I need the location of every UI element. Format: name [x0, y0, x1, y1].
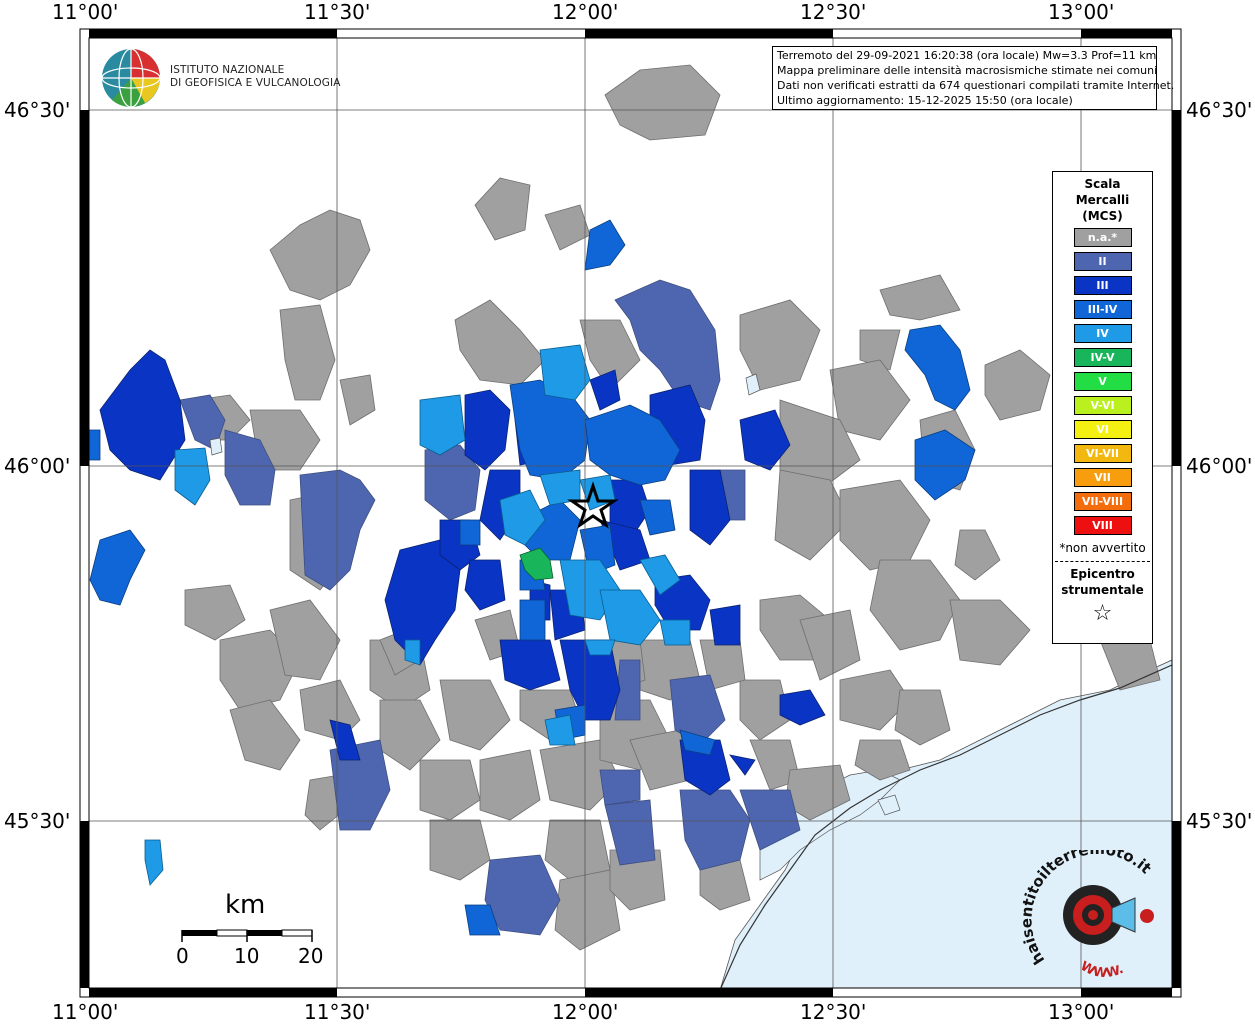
- lake: [745, 373, 761, 396]
- coord-left-1: 46°30': [4, 98, 71, 122]
- legend-item: VIII: [1073, 516, 1132, 535]
- legend-item: IV: [1073, 324, 1132, 343]
- svg-text:WWW.: WWW.: [1078, 959, 1126, 982]
- legend-star-icon: ☆: [1092, 601, 1113, 626]
- coastline: [720, 664, 1172, 988]
- coord-bottom-4: 12°30': [800, 1000, 867, 1024]
- coord-bottom-2: 11°30': [304, 1000, 371, 1024]
- frame-outline: [79, 28, 1182, 998]
- epicenter-star: [567, 481, 619, 529]
- svg-text:haisentitoilterremoto.it: haisentitoilterremoto.it: [1020, 850, 1155, 968]
- legend-item: VII: [1073, 468, 1132, 487]
- coord-left-2: 46°00': [4, 454, 71, 478]
- frame-ticks: [80, 29, 1181, 997]
- legend-item: VII-VIII: [1073, 492, 1132, 511]
- intensity-iv-municipalities: [144, 344, 691, 886]
- legend-item: III: [1073, 276, 1132, 295]
- ingv-line-1: ISTITUTO NAZIONALE: [170, 64, 285, 76]
- lake: [877, 794, 901, 816]
- ingv-line-2: DI GEOFISICA E VULCANOLOGIA: [170, 77, 341, 89]
- scale-label-0: 0: [176, 944, 189, 968]
- coord-left-3: 45°30': [4, 809, 71, 833]
- coord-top-3: 12°00': [552, 0, 619, 24]
- event-info-line-1: Terremoto del 29-09-2021 16:20:38 (ora l…: [777, 49, 1157, 62]
- brand-www-text: WWW.: [1078, 959, 1126, 982]
- coord-top-2: 11°30': [304, 0, 371, 24]
- ingv-logo-icon: [101, 48, 161, 108]
- coord-bottom-3: 12°00': [552, 1000, 619, 1024]
- legend-item: VI: [1073, 420, 1132, 439]
- legend-items: n.a.* II III III-IV IV IV-V V V-VI VI VI-VII VII VI…: [1053, 228, 1152, 535]
- legend-title-line-1: Scala: [1084, 177, 1121, 191]
- lake: [209, 437, 223, 456]
- legend-epicenter-line-1: Epicentro: [1070, 567, 1135, 581]
- coord-top-1: 11°00': [52, 0, 119, 24]
- brand-text: haisentitoilterremoto.it WWW.: [1020, 850, 1155, 982]
- intensity-iv-v-municipality: [519, 547, 554, 581]
- legend-item: V-VI: [1073, 396, 1132, 415]
- coord-right-3: 45°30': [1186, 809, 1253, 833]
- event-info-line-3: Dati non verificati estratti da 674 ques…: [777, 79, 1175, 92]
- intensity-ii-municipalities: [179, 279, 801, 936]
- legend-note: *non avvertito: [1059, 541, 1146, 555]
- scale-bar: [181, 929, 313, 942]
- legend-title-line-3: (MCS): [1082, 209, 1123, 223]
- legend-epicenter-line-2: strumentale: [1061, 583, 1144, 597]
- legend-divider: [1055, 561, 1150, 562]
- coord-right-2: 46°00': [1186, 454, 1253, 478]
- intensity-legend: Scala Mercalli (MCS) n.a.* II III III-IV IV I…: [1052, 171, 1153, 644]
- event-info-box: Terremoto del 29-09-2021 16:20:38 (ora l…: [772, 46, 1175, 110]
- coord-bottom-5: 13°00': [1048, 1000, 1115, 1024]
- event-info-line-4: Ultimo aggiornamento: 15-12-2025 15:50 (…: [777, 94, 1073, 107]
- legend-item: VI-VII: [1073, 444, 1132, 463]
- scale-label-20: 20: [298, 944, 324, 968]
- graticule: [89, 38, 1172, 988]
- scale-label-10: 10: [234, 944, 260, 968]
- coord-top-4: 12°30': [800, 0, 867, 24]
- hai-sentito-logo-icon: [1063, 885, 1154, 945]
- legend-item: n.a.*: [1073, 228, 1132, 247]
- brand-url-text: haisentitoilterremoto.it: [1020, 850, 1155, 968]
- scale-unit: km: [225, 890, 266, 920]
- legend-epicenter-label: Epicentro strumentale: [1053, 566, 1152, 598]
- legend-item: II: [1073, 252, 1132, 271]
- legend-item: V: [1073, 372, 1132, 391]
- legend-item: IV-V: [1073, 348, 1132, 367]
- ingv-logo-text: ISTITUTO NAZIONALE DI GEOFISICA E VULCAN…: [170, 64, 341, 90]
- coord-bottom-1: 11°00': [52, 1000, 119, 1024]
- legend-title-line-2: Mercalli: [1075, 193, 1130, 207]
- sea-area: [720, 659, 1172, 988]
- coord-top-5: 13°00': [1048, 0, 1115, 24]
- coord-right-1: 46°30': [1186, 98, 1253, 122]
- legend-title: Scala Mercalli (MCS): [1053, 176, 1152, 224]
- legend-item: III-IV: [1073, 300, 1132, 319]
- event-info-line-2: Mappa preliminare delle intensità macros…: [777, 64, 1158, 77]
